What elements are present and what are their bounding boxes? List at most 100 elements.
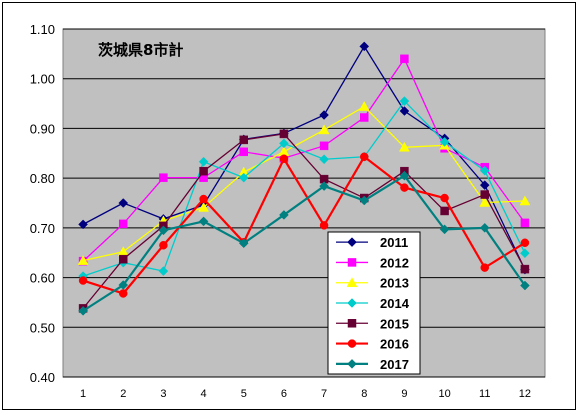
y-tick-label: 0.70 <box>30 221 55 236</box>
data-point <box>399 170 410 181</box>
data-point <box>360 152 369 162</box>
data-point <box>239 135 248 145</box>
x-axis-ticks: 1 2 3 4 5 6 7 8 9 10 11 12 <box>80 388 531 400</box>
y-tick-label: 0.90 <box>30 121 55 136</box>
series-line <box>82 174 526 312</box>
data-point <box>520 264 530 274</box>
data-point <box>198 216 209 227</box>
series-line <box>82 57 526 262</box>
legend: 2011 2012 2013 2014 2015 2016 2017 <box>327 231 421 375</box>
y-tick-label: 0.80 <box>30 171 55 186</box>
data-point <box>78 219 88 230</box>
data-point <box>479 180 490 190</box>
x-tick-label: 2 <box>120 388 126 400</box>
data-point <box>158 225 169 236</box>
data-point <box>198 201 210 212</box>
data-point <box>358 101 370 111</box>
series-2013 <box>77 101 531 265</box>
data-point <box>77 255 89 265</box>
data-point <box>359 41 370 52</box>
data-point <box>360 113 369 122</box>
legend-marker <box>347 359 357 369</box>
data-point <box>159 241 168 250</box>
data-point <box>399 96 410 106</box>
data-point <box>118 198 129 208</box>
data-point <box>319 221 329 230</box>
y-tick-label: 0.40 <box>30 370 55 385</box>
data-point <box>519 195 531 206</box>
data-point <box>400 183 409 192</box>
y-tick-label: 0.50 <box>30 320 55 335</box>
legend-label: 2011 <box>380 235 408 250</box>
data-point <box>119 254 128 264</box>
data-point <box>400 54 409 64</box>
x-tick-label: 10 <box>438 388 450 400</box>
legend-entry: 2014 <box>336 296 410 311</box>
data-point <box>279 210 289 220</box>
data-point <box>520 218 530 228</box>
x-tick-label: 11 <box>479 388 490 400</box>
data-point <box>520 280 530 291</box>
legend-label: 2013 <box>380 276 409 291</box>
data-point <box>399 106 410 116</box>
chart-title: 茨城県8市計 <box>98 41 183 59</box>
data-point <box>319 154 329 165</box>
legend-label: 2016 <box>380 337 409 352</box>
legend-marker <box>347 298 357 308</box>
legend-label: 2017 <box>380 357 409 372</box>
y-tick-label: 1.00 <box>30 72 55 87</box>
data-point <box>119 219 128 229</box>
data-point <box>479 223 490 233</box>
x-tick-label: 6 <box>281 388 287 400</box>
data-point <box>319 181 329 191</box>
data-point <box>319 141 329 151</box>
data-point <box>479 165 490 176</box>
data-point <box>78 306 88 316</box>
legend-label: 2014 <box>380 296 410 311</box>
data-point <box>479 196 491 207</box>
series-line <box>82 100 526 277</box>
series-2014 <box>78 96 530 281</box>
data-point <box>199 194 208 204</box>
y-axis-ticks: 0.40 0.50 0.60 0.70 0.80 0.90 1.00 1.10 <box>30 22 55 385</box>
data-point <box>439 224 450 235</box>
data-point <box>318 124 330 135</box>
x-tick-label: 5 <box>241 388 247 400</box>
data-point <box>520 238 530 248</box>
y-tick-label: 0.60 <box>30 271 55 286</box>
data-point <box>480 263 489 272</box>
x-tick-label: 8 <box>361 388 367 400</box>
data-point <box>480 190 489 199</box>
legend-marker <box>347 339 357 348</box>
data-point <box>238 238 249 249</box>
legend-marker <box>347 258 357 267</box>
series-2016 <box>78 152 530 298</box>
legend-entry: 2011 <box>336 235 408 250</box>
legend-entry: 2015 <box>336 316 409 331</box>
legend-marker <box>347 237 357 247</box>
data-point <box>520 248 530 259</box>
legend-label: 2015 <box>380 316 409 331</box>
data-point <box>78 276 88 285</box>
data-point <box>279 129 289 139</box>
x-tick-label: 3 <box>160 388 166 400</box>
y-tick-label: 1.10 <box>30 22 55 37</box>
series-line <box>82 105 525 262</box>
data-point <box>158 266 169 276</box>
legend-marker <box>347 319 357 328</box>
x-tick-label: 1 <box>80 388 86 400</box>
legend-label: 2012 <box>380 255 409 270</box>
gridlines <box>63 28 545 378</box>
data-point <box>159 173 168 182</box>
data-point <box>239 147 248 157</box>
legend-entry: 2012 <box>336 255 409 270</box>
x-tick-label: 4 <box>201 388 207 400</box>
data-point <box>238 172 249 183</box>
data-point <box>319 110 329 120</box>
x-tick-label: 9 <box>401 388 407 400</box>
x-tick-label: 7 <box>321 388 327 400</box>
data-point <box>279 138 289 149</box>
legend-entry: 2013 <box>336 276 409 291</box>
data-point <box>440 193 449 203</box>
plot-area <box>62 28 546 378</box>
